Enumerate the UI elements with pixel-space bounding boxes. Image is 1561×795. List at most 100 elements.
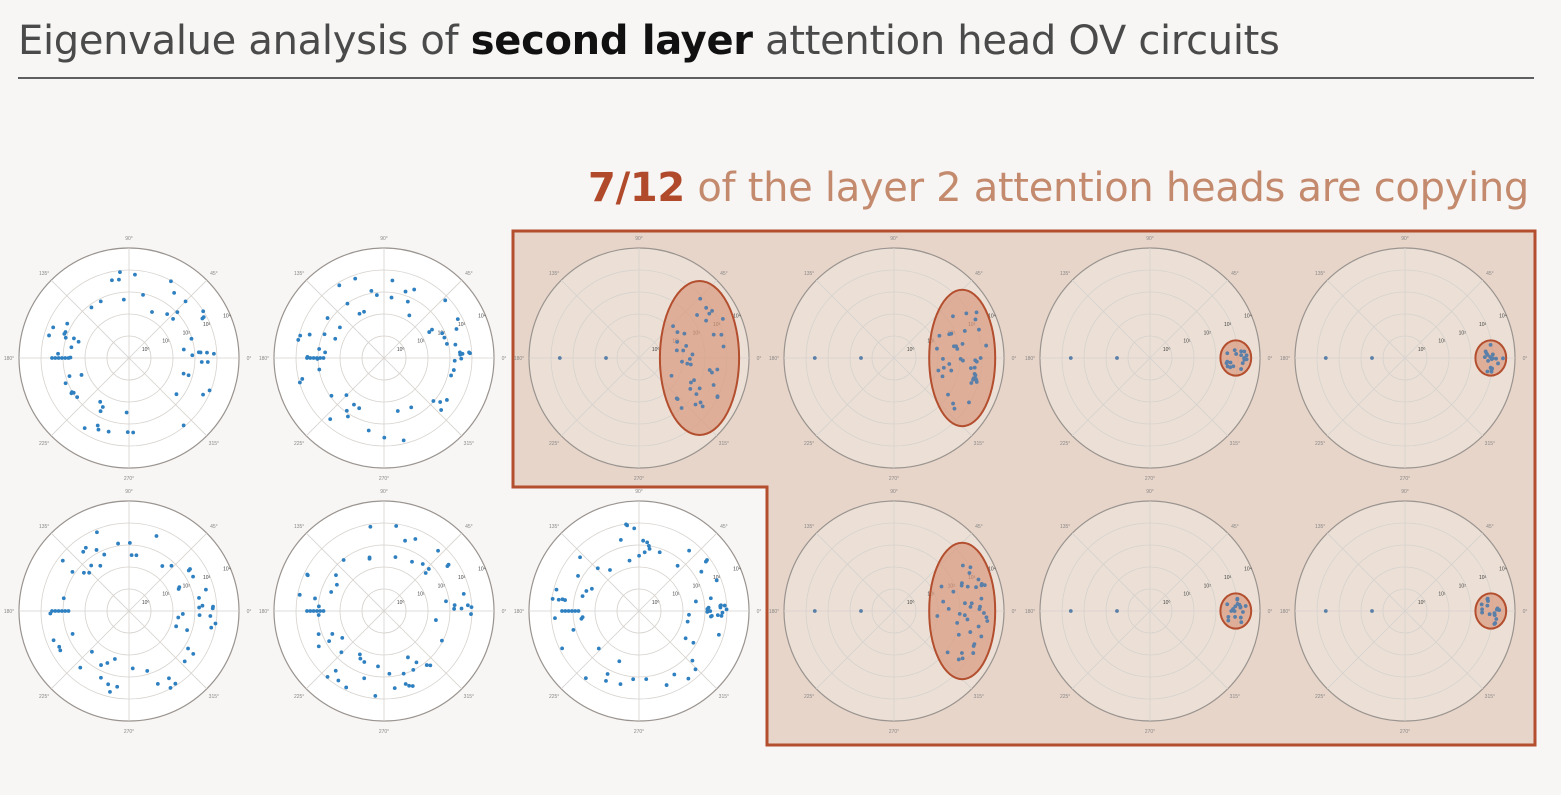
eigenvalue-point [685, 619, 690, 624]
eigenvalue-point [150, 310, 154, 314]
eigenvalue-point [175, 310, 180, 315]
angle-tick-label: 225° [1060, 441, 1070, 447]
eigenvalue-point [95, 530, 99, 535]
eigenvalue-point [624, 522, 628, 527]
eigenvalue-point [698, 400, 703, 405]
eigenvalue-point [1228, 365, 1233, 370]
radial-tick-label: 10² [438, 583, 446, 589]
eigenvalue-point [297, 592, 302, 597]
eigenvalue-point [589, 586, 594, 591]
eigenvalue-point [1501, 356, 1505, 361]
eigenvalue-point [362, 660, 367, 664]
eigenvalue-point [446, 562, 451, 567]
eigenvalue-point [1226, 618, 1231, 623]
eigenvalue-point [1483, 349, 1488, 354]
eigenvalue-point [691, 640, 696, 645]
eigenvalue-point [631, 677, 636, 682]
eigenvalue-point [940, 374, 945, 379]
eigenvalue-point [208, 614, 213, 618]
eigenvalue-point [618, 538, 623, 542]
eigenvalue-point [1488, 365, 1493, 370]
angle-tick-label: 45° [1486, 271, 1494, 277]
eigenvalue-point [69, 391, 74, 396]
eigenvalue-point [1244, 357, 1249, 362]
eigenvalue-point [1239, 620, 1244, 625]
eigenvalue-point [969, 601, 974, 606]
title-divider [18, 77, 1534, 79]
angle-tick-label: 315° [464, 694, 474, 700]
title-bold: second layer [470, 18, 753, 64]
eigenvalue-point [346, 414, 350, 419]
eigenvalue-point [465, 603, 470, 608]
angle-tick-label: 270° [379, 729, 389, 735]
radial-tick-label: 10² [183, 583, 191, 589]
eigenvalue-point [205, 350, 209, 355]
angle-tick-label: 270° [889, 476, 899, 482]
eigenvalue-point [1240, 361, 1245, 366]
eigenvalue-point [566, 609, 571, 613]
eigenvalue-point [641, 538, 646, 543]
eigenvalue-point [186, 373, 191, 378]
eigenvalue-point [710, 308, 714, 313]
eigenvalue-point [451, 368, 456, 372]
angle-tick-label: 135° [39, 524, 49, 530]
angle-tick-label: 315° [1230, 694, 1240, 700]
radial-tick-label: 10² [1459, 583, 1467, 589]
angle-tick-label: 45° [1486, 524, 1494, 530]
eigenvalue-point [317, 347, 322, 351]
eigenvalue-point [403, 538, 407, 543]
eigenvalue-point [211, 604, 215, 609]
eigenvalue-point [978, 604, 982, 609]
title-prefix: Eigenvalue analysis of [18, 18, 471, 64]
radial-tick-label: 10⁴ [478, 313, 486, 319]
eigenvalue-point [1485, 597, 1490, 602]
eigenvalue-point [81, 570, 86, 575]
angular-gridline [1404, 357, 1484, 437]
eigenvalue-point [321, 356, 326, 360]
angle-tick-label: 45° [1231, 271, 1239, 277]
eigenvalue-point [563, 598, 567, 602]
eigenvalue-point [664, 683, 669, 687]
angle-tick-label: 0° [247, 609, 252, 615]
angle-tick-label: 0° [757, 609, 762, 615]
eigenvalue-point [50, 356, 54, 360]
polar-plot-head-9: 0° 45° 90° 135° 180° 225° 270° 315° 10⁰ 10¹ 10² 10³… [514, 489, 762, 735]
radial-tick-label: 10³ [1224, 575, 1232, 581]
eigenvalue-point [688, 386, 693, 391]
eigenvalue-point [145, 669, 150, 673]
radial-tick-label: 10⁰ [142, 600, 150, 606]
eigenvalue-point [1488, 342, 1493, 347]
eigenvalue-point [410, 684, 415, 688]
eigenvalue-point [1239, 349, 1244, 354]
eigenvalue-point [60, 609, 64, 613]
angular-gridline [1326, 357, 1406, 437]
eigenvalue-point [1487, 612, 1492, 617]
eigenvalue-point [439, 408, 444, 412]
eigenvalue-point [362, 309, 366, 314]
eigenvalue-point [167, 676, 171, 681]
eigenvalue-point [956, 632, 961, 637]
eigenvalue-point [972, 365, 977, 370]
eigenvalue-point [60, 356, 64, 360]
eigenvalue-point [637, 553, 641, 558]
radial-tick-label: 10¹ [417, 592, 425, 598]
eigenvalue-point [200, 603, 205, 608]
eigenvalue-point [66, 609, 71, 613]
eigenvalue-point [56, 356, 61, 360]
eigenvalue-point [1115, 356, 1119, 360]
eigenvalue-point [553, 616, 557, 621]
radial-tick-label: 10⁴ [733, 313, 741, 319]
eigenvalue-point [174, 392, 179, 397]
eigenvalue-point [155, 681, 160, 686]
eigenvalue-point [974, 585, 978, 590]
angular-gridline [305, 532, 385, 612]
eigenvalue-point [646, 543, 651, 548]
eigenvalue-point [409, 405, 414, 410]
eigenvalue-point [454, 327, 459, 331]
angle-tick-label: 0° [1268, 609, 1273, 615]
eigenvalue-point [131, 430, 136, 435]
polar-plot-head-8: 0° 45° 90° 135° 180° 225° 270° 315° 10⁰ 10¹ 10² 10³… [259, 489, 507, 735]
angle-tick-label: 45° [1231, 524, 1239, 530]
eigenvalue-point [181, 423, 186, 428]
eigenvalue-point [401, 438, 406, 443]
